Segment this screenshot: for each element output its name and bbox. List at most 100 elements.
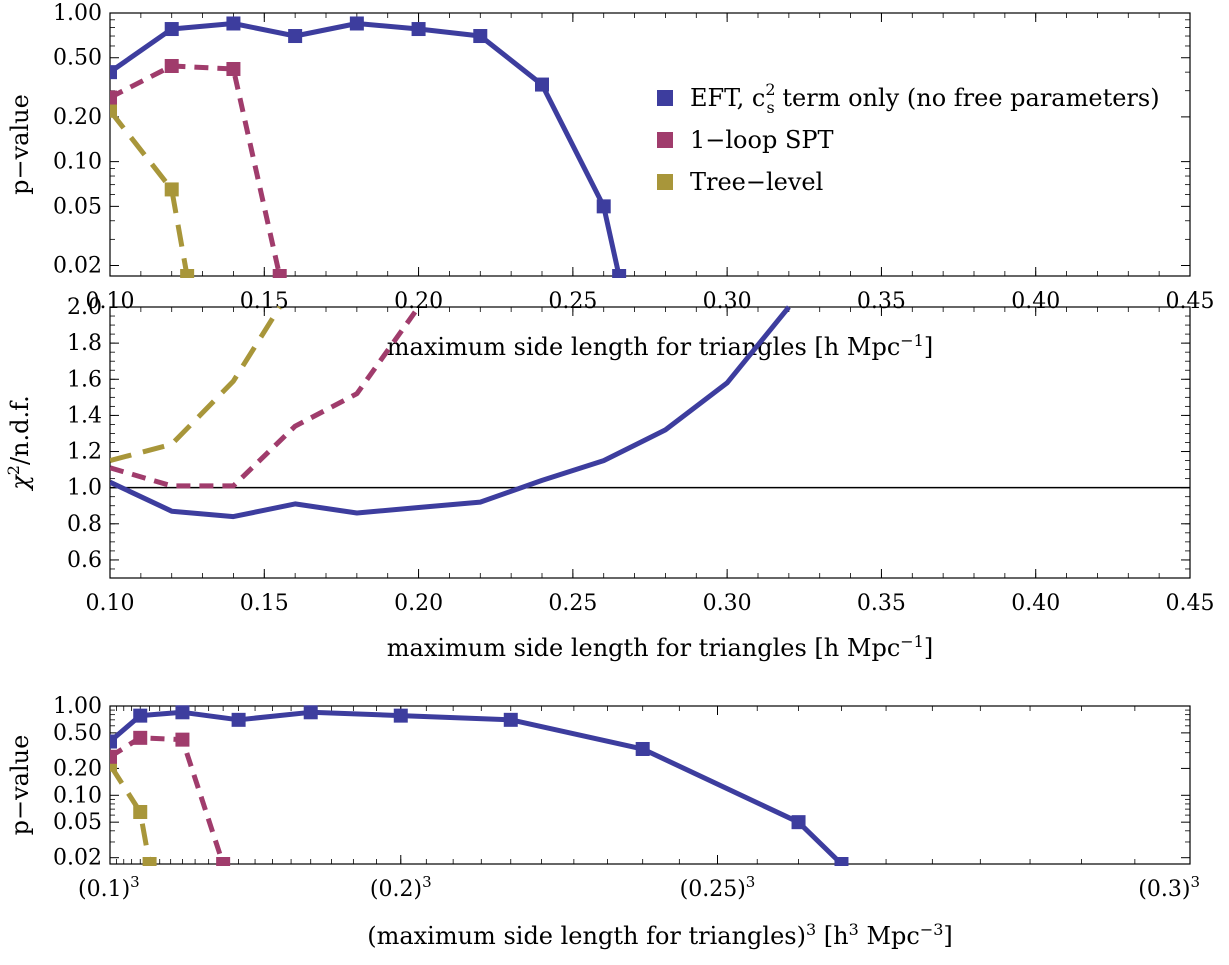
series-group: [110, 16, 627, 278]
legend-swatch-tree: [657, 174, 673, 190]
y-tick-label: 0.8: [67, 512, 102, 537]
data-point-tree: [180, 269, 195, 278]
y-tick-label: 0.05: [53, 194, 102, 219]
y-axis-ticks: 0.6 0.8 1.0 1.2 1.4 1.6 1.8 2.0: [67, 295, 1190, 573]
series-line-eft: [110, 709, 844, 866]
data-point-eft: [473, 29, 488, 44]
y-tick-label: 0.20: [53, 756, 102, 781]
y-tick-label: 0.50: [53, 46, 102, 71]
data-point-tree: [110, 757, 117, 772]
series-line-eft: [110, 305, 791, 520]
x-axis-ticks: (0.1)3 (0.2)3 (0.25)3 (0.3)3: [78, 706, 1200, 902]
data-point-eft: [635, 741, 650, 756]
data-point-eft: [175, 705, 190, 720]
data-point-tree: [164, 182, 179, 197]
data-point-tree: [142, 857, 157, 866]
chi2-panel: 0.10 0.15 0.20 0.25 0.30 0.35 0.40 0.45 0.6 0.8 1.…: [4, 295, 1215, 662]
x-axis-ticks: 0.10 0.15 0.20 0.25 0.30 0.35 0.40 0.45: [86, 13, 1214, 314]
y-tick-label: 1.4: [67, 403, 102, 428]
y-tick-label: 0.05: [53, 810, 102, 835]
y-tick-label: 1.8: [67, 331, 102, 356]
x-axis-label: maximum side length for triangles [h Mpc…: [387, 632, 933, 663]
y-axis-ticks: 1.00 0.50 0.20 0.10 0.05 0.02: [53, 1, 1190, 279]
y-tick-label: 1.0: [67, 476, 102, 501]
series-line-tree: [110, 763, 153, 865]
y-axis-label: p−value: [6, 94, 34, 195]
pvalue-cubic-panel: (0.1)3 (0.2)3 (0.25)3 (0.3)3 1.000.50 0.200.1…: [6, 694, 1200, 950]
data-point-eft: [411, 22, 426, 37]
x-tick-label: 0.20: [394, 591, 443, 616]
x-tick-label: (0.3)3: [1138, 873, 1200, 902]
y-tick-label: 0.10: [53, 783, 102, 808]
data-point-eft: [503, 712, 518, 727]
legend-swatch-eft: [657, 90, 673, 106]
data-point-eft: [596, 199, 611, 214]
x-tick-label: 0.25: [548, 591, 597, 616]
data-point-eft: [535, 77, 549, 92]
y-tick-label: 0.20: [53, 105, 102, 130]
x-tick-label: (0.2)3: [370, 873, 432, 902]
series-line-spt: [110, 735, 226, 865]
y-axis-ticks: 1.000.50 0.200.100.05 0.02: [53, 694, 1190, 871]
pvalue-linear-panel: 0.10 0.15 0.20 0.25 0.30 0.35 0.40 0.451.00 0.50…: [6, 1, 1214, 361]
x-axis-label: (maximum side length for triangles)3 [h3…: [367, 920, 953, 951]
x-axis-label: maximum side length for triangles [h Mpc…: [387, 331, 933, 362]
data-point-eft: [349, 16, 364, 31]
y-tick-label: 0.50: [53, 721, 102, 746]
x-tick-label: 0.40: [1011, 591, 1060, 616]
x-tick-label: 0.45: [1166, 591, 1215, 616]
x-tick-label: (0.1)3: [78, 873, 140, 902]
data-point-eft: [834, 857, 849, 866]
y-tick-label: 1.00: [53, 1, 102, 26]
y-tick-label: 0.6: [67, 548, 102, 573]
data-point-spt: [226, 61, 241, 76]
series-line-eft: [110, 21, 622, 277]
data-point-spt: [110, 749, 117, 764]
y-tick-label: 1.00: [53, 694, 102, 719]
data-point-eft: [164, 22, 179, 37]
series-group: [110, 305, 791, 520]
data-point-eft: [393, 708, 408, 723]
data-point-tree: [133, 804, 148, 819]
y-axis-label: χ2/n.d.f.: [4, 395, 35, 492]
series-group: [110, 705, 849, 866]
x-tick-label: 0.35: [857, 591, 906, 616]
y-tick-label: 0.10: [53, 150, 102, 175]
y-tick-label: 0.02: [53, 846, 102, 871]
legend-label-tree: Tree−level: [690, 168, 823, 196]
data-point-eft: [110, 65, 117, 80]
minor-ticks: [110, 706, 1190, 864]
y-tick-label: 1.2: [67, 440, 102, 465]
x-axis-ticks: 0.10 0.15 0.20 0.25 0.30 0.35 0.40 0.45: [86, 307, 1215, 616]
data-point-eft: [226, 16, 241, 31]
data-point-eft: [612, 269, 627, 278]
data-point-spt: [216, 857, 231, 866]
data-point-eft: [231, 712, 246, 727]
legend-label-spt: 1−loop SPT: [690, 126, 834, 154]
y-axis-label: p−value: [6, 735, 34, 836]
data-point-spt: [175, 732, 190, 747]
y-tick-label: 0.02: [53, 254, 102, 279]
y-tick-label: 1.6: [67, 367, 102, 392]
data-point-spt: [133, 730, 148, 745]
x-tick-label: 0.30: [703, 591, 752, 616]
x-tick-label: 0.10: [86, 591, 135, 616]
data-point-spt: [164, 58, 179, 73]
data-point-eft: [791, 815, 806, 830]
series-line-tree: [110, 305, 282, 464]
plot-frame: [109, 12, 1191, 277]
x-tick-label: (0.25)3: [680, 873, 756, 902]
data-point-eft: [303, 705, 318, 720]
data-point-spt: [272, 269, 287, 278]
data-point-eft: [288, 29, 303, 44]
data-point-spt: [110, 90, 117, 105]
plot-frame: [109, 705, 1191, 865]
y-tick-label: 2.0: [67, 295, 102, 320]
series-line-spt: [110, 63, 283, 277]
legend: EFT, c2 s term only (no free parameters) 1…: [657, 80, 1160, 196]
series-line-spt: [110, 305, 421, 489]
legend-label-eft: EFT, c2 s term only (no free parameters): [690, 80, 1160, 117]
data-point-tree: [110, 103, 117, 118]
x-tick-label: 0.15: [240, 591, 289, 616]
